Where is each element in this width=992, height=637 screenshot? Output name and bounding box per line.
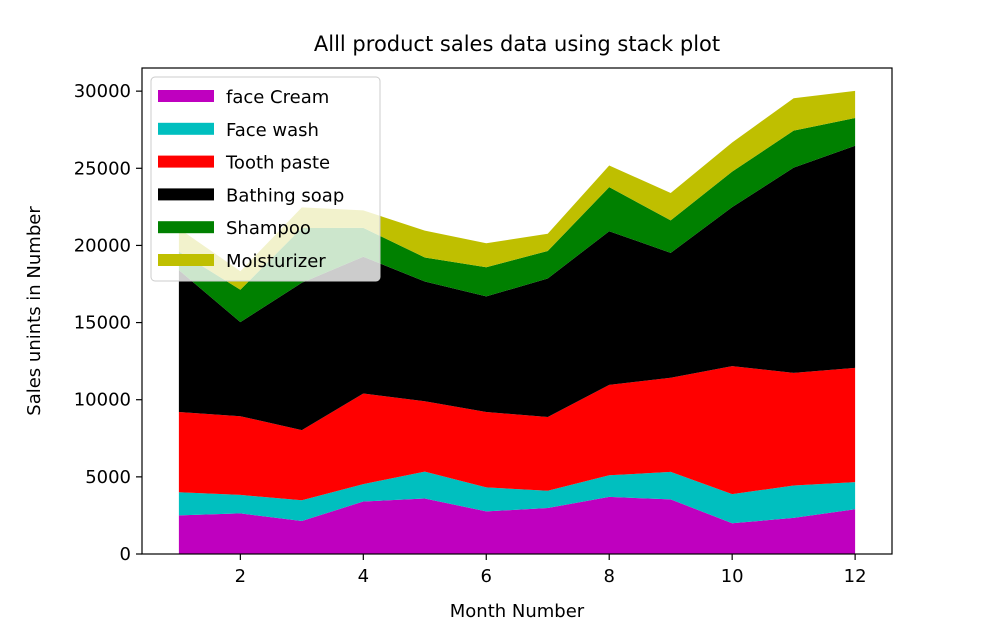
x-tick-label: 10 [721, 566, 744, 587]
area-series-bathing-soap [178, 145, 856, 431]
legend: face Cream Face wash Tooth paste Bathing so… [150, 76, 381, 282]
area-series-shampoo [178, 117, 856, 323]
x-tick-label: 2 [235, 566, 246, 587]
y-axis-label: Sales unints in Number [24, 206, 45, 416]
legend-label-bathing-soap: Bathing soap [226, 185, 344, 206]
area-series-face-cream [178, 496, 856, 554]
stacked-areas [178, 90, 856, 554]
area-series-face-wash [178, 471, 856, 524]
y-tick-label: 10000 [74, 390, 131, 411]
x-tick-label: 8 [603, 566, 614, 587]
y-tick-label: 15000 [74, 313, 131, 334]
area-series-tooth-paste [178, 366, 856, 501]
x-tick-label: 4 [358, 566, 369, 587]
x-axis-label: Month Number [450, 601, 585, 622]
plot-frame [141, 67, 893, 555]
x-tick-label: 12 [844, 566, 867, 587]
chart-title: Alll product sales data using stack plot [314, 32, 720, 56]
legend-swatch-moisturizer [158, 254, 214, 266]
legend-swatch-face-wash [158, 122, 214, 135]
y-tick-label: 25000 [74, 158, 131, 179]
y-axis-ticks: 0 5000 10000 15000 20000 25000 30000 [74, 81, 142, 565]
legend-label-face-cream: face Cream [226, 87, 329, 108]
y-tick-label: 0 [120, 544, 131, 565]
legend-label-face-wash: Face wash [226, 120, 319, 141]
y-tick-label: 30000 [74, 81, 131, 102]
legend-label-tooth-paste: Tooth paste [225, 153, 330, 174]
x-axis-ticks: 2 4 6 8 10 12 [235, 554, 867, 587]
y-tick-label: 5000 [85, 467, 131, 488]
legend-swatch-shampoo [158, 221, 214, 234]
legend-label-shampoo: Shampoo [226, 218, 311, 239]
legend-label-moisturizer: Moisturizer [226, 251, 326, 272]
legend-swatch-bathing-soap [158, 188, 214, 201]
y-tick-label: 20000 [74, 235, 131, 256]
x-tick-label: 6 [481, 566, 492, 587]
legend-swatch-face-cream [158, 90, 214, 102]
legend-swatch-tooth-paste [158, 155, 214, 168]
